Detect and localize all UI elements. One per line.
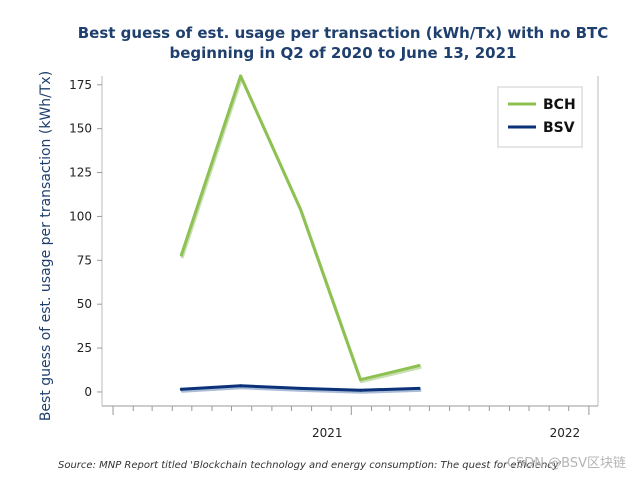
data-point-bsv — [417, 386, 421, 390]
x-axis: 2021 2022 — [112, 406, 590, 440]
data-point-bch — [358, 378, 362, 382]
legend-label-bch: BCH — [543, 97, 576, 113]
plot-area — [101, 76, 599, 407]
y-tick-label: 0 — [84, 385, 92, 399]
series-line-bch — [179, 74, 421, 382]
data-point-bsv — [239, 384, 243, 388]
y-tick-label: 125 — [69, 166, 92, 180]
data-point-bch — [299, 207, 302, 211]
y-tick-label: 50 — [77, 297, 92, 311]
x-tick-label: 2022 — [550, 426, 581, 440]
watermark: CSDN @BSV区块链 — [507, 456, 626, 471]
data-point-bsv — [179, 387, 183, 391]
x-tick-label: 2021 — [312, 426, 343, 440]
source-note: Source: MNP Report titled 'Blockchain te… — [58, 460, 561, 471]
data-point-bch — [239, 74, 243, 78]
legend-box — [497, 86, 583, 148]
y-tick-label: 75 — [77, 253, 92, 267]
data-point-bsv — [299, 386, 302, 390]
legend-label-bsv: BSV — [543, 120, 575, 136]
y-tick-label: 150 — [69, 122, 92, 136]
y-tick-label: 25 — [77, 341, 92, 355]
legend: BCH BSV — [497, 86, 583, 148]
data-point-bsv — [358, 388, 362, 392]
series-shadow-bsv — [180, 386, 422, 394]
y-tick-label: 100 — [69, 209, 92, 223]
chart-title-line-1: Best guess of est. usage per transaction… — [78, 24, 609, 42]
y-axis: 0 25 50 75 100 125 150 175 — [69, 78, 102, 399]
data-point-bch — [179, 253, 183, 257]
data-point-bch — [417, 364, 421, 368]
series-layer — [179, 74, 422, 394]
y-axis-label: Best guess of est. usage per transaction… — [38, 71, 54, 421]
chart-title-line-2: beginning in Q2 of 2020 to June 13, 2021 — [170, 44, 517, 62]
y-tick-label: 175 — [69, 78, 92, 92]
series-shadow-bch — [180, 76, 422, 384]
